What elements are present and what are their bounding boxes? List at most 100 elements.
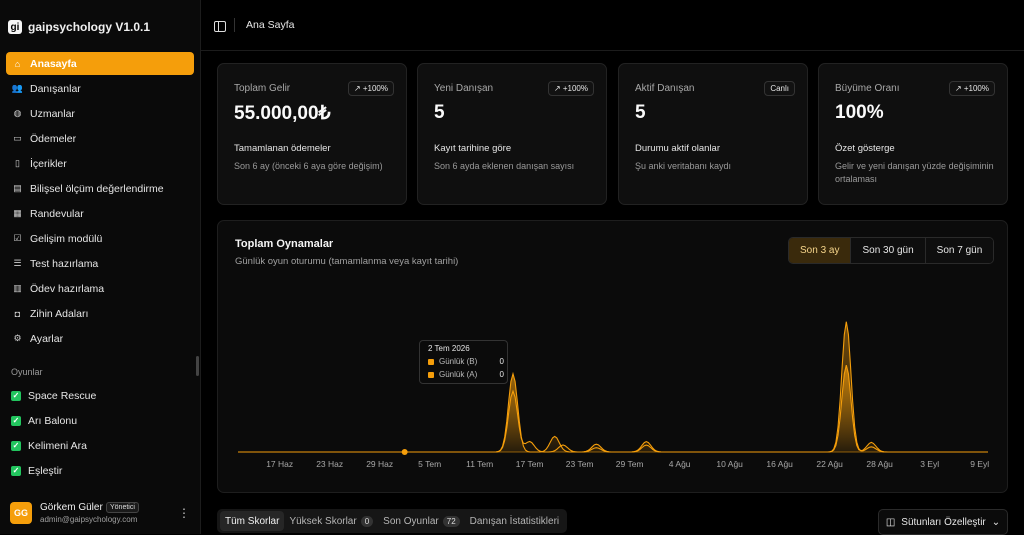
topbar: Ana Sayfa [201, 0, 1024, 51]
sidebar-item-label: Uzmanlar [30, 107, 75, 120]
hover-point[interactable] [401, 449, 408, 455]
tab-label: Yüksek Skorlar [289, 515, 357, 527]
sidebar: gi gaipsychology V1.0.1 ⌂ Anasayfa 👥 Danışa… [0, 0, 201, 534]
tooltip-label: Günlük (A) [439, 370, 478, 379]
stat-value: 5 [635, 102, 646, 123]
stat-description: Kayıt tarihine göre [434, 143, 512, 154]
range-button[interactable]: Son 3 ay [789, 238, 852, 263]
x-tick-label: 11 Tem [466, 459, 493, 469]
tab-label: Tüm Skorlar [225, 515, 280, 527]
tab-score[interactable]: Danışan İstatistikleri [465, 511, 564, 531]
sidebar-item-label: Ödev hazırlama [30, 282, 105, 295]
brand[interactable]: gi gaipsychology V1.0.1 [8, 20, 150, 34]
legend-swatch [428, 358, 434, 365]
sidebar-item-label: Ayarlar [30, 332, 64, 345]
sidebar-item-label: Danışanlar [30, 82, 81, 95]
stat-value: 55.000,00₺ [234, 103, 331, 124]
sidebar-item-ödev-hazırlama[interactable]: ▥ Ödev hazırlama [6, 277, 194, 300]
sidebar-item-ödemeler[interactable]: ▭ Ödemeler [6, 127, 194, 150]
plays-chart: 17 Haz 23 Haz 29 Haz 5 Tem 11 Tem 17 Tem 23 Te… [238, 321, 989, 469]
more-vertical-icon[interactable]: ⋮ [178, 506, 190, 520]
sidebar-item-ayarlar[interactable]: ⚙ Ayarlar [6, 327, 194, 350]
tab-score[interactable]: Son Oyunlar 72 [378, 511, 465, 531]
range-button[interactable]: Son 30 gün [851, 238, 926, 263]
check-icon: ✓ [11, 440, 21, 451]
stat-badge: Canlı [764, 81, 795, 96]
game-label: Eşleştir [28, 464, 63, 477]
sidebar-item-bilişsel-ölçüm-değerlendirme[interactable]: ▤ Bilişsel ölçüm değerlendirme [6, 177, 194, 200]
users-icon: 👥 [11, 83, 24, 93]
user-name: Görkem Güler [40, 502, 103, 513]
sidebar-toggle-icon[interactable] [214, 21, 226, 32]
avatar: GG [10, 502, 32, 524]
chevron-down-icon: ⌄ [991, 516, 1001, 528]
game-item[interactable]: ✓ Kelimeni Ara [6, 434, 194, 457]
home-icon: ⌂ [14, 58, 21, 69]
tab-count-badge: 72 [442, 515, 460, 527]
x-tick-label: 29 Tem [616, 459, 644, 469]
stat-description: Tamamlanan ödemeler [234, 143, 331, 154]
gear-icon: ⚙ [13, 333, 22, 343]
x-tick-label: 5 Tem [418, 459, 441, 469]
stat-card: Aktif Danışan Canlı 5 Durumu aktif olanlar Ş… [618, 63, 808, 205]
user-profile[interactable]: GG Görkem Güler Yönetici admin@gaipsycho… [0, 494, 200, 534]
credit-card-icon: ▭ [13, 133, 22, 143]
columns-icon: ◫ [885, 516, 896, 528]
game-item[interactable]: ✓ Space Rescue [6, 384, 194, 407]
chart-title: Toplam Oynamalar [235, 238, 334, 250]
x-tick-label: 16 Ağu [766, 459, 793, 469]
brand-logo: gi [8, 20, 22, 34]
stat-label: Toplam Gelir [234, 83, 291, 94]
sidebar-item-test-hazırlama[interactable]: ☰ Test hazırlama [6, 252, 194, 275]
sidebar-item-i-çerikler[interactable]: ▯ İçerikler [6, 152, 194, 175]
stat-description: Özet gösterge [835, 143, 895, 154]
chart-tooltip: 2 Tem 2026 Günlük (B) 0 Günlük (A) 0 [419, 340, 508, 384]
clipboard-icon: ▤ [13, 183, 22, 193]
sidebar-item-label: Gelişim modülü [30, 232, 103, 245]
user-role-badge: Yönetici [106, 502, 139, 513]
game-item[interactable]: ✓ Arı Balonu [6, 409, 194, 432]
tab-count-badge: 0 [360, 515, 374, 527]
sidebar-item-anasayfa[interactable]: ⌂ Anasayfa [6, 52, 194, 75]
sidebar-item-gelişim-modülü[interactable]: ☑ Gelişim modülü [6, 227, 194, 250]
sidebar-item-label: Ödemeler [30, 132, 77, 145]
stat-subtext: Şu anki veritabanı kaydı [635, 161, 732, 171]
x-tick-label: 23 Haz [316, 459, 343, 469]
stat-subtext: Son 6 ay (önceki 6 aya göre değişim) [234, 161, 383, 171]
calendar-icon: ▦ [13, 208, 22, 218]
sidebar-item-uzmanlar[interactable]: ◍ Uzmanlar [6, 102, 194, 125]
notebook-icon: ▥ [13, 283, 22, 293]
games-section-label: Oyunlar [11, 367, 43, 377]
series-area-a [238, 365, 988, 452]
stat-card: Toplam Gelir ↗ +100% 55.000,00₺ Tamamlanan … [217, 63, 407, 205]
check-icon: ✓ [11, 390, 21, 401]
plays-chart-panel: 17 Haz 23 Haz 29 Haz 5 Tem 11 Tem 17 Tem 23 Te… [217, 220, 1008, 493]
x-tick-label: 23 Tem [566, 459, 594, 469]
legend-swatch [428, 371, 434, 378]
sidebar-item-danışanlar[interactable]: 👥 Danışanlar [6, 77, 194, 100]
sidebar-scrollbar[interactable] [196, 356, 199, 376]
x-tick-label: 22 Ağu [816, 459, 843, 469]
sidebar-item-label: Anasayfa [30, 57, 77, 70]
tooltip-value: 0 [499, 370, 504, 379]
sidebar-item-zihin-adaları[interactable]: ◘ Zihin Adaları [6, 302, 194, 325]
series-area-b [238, 321, 988, 452]
customize-columns-button[interactable]: ◫ Sütunları Özelleştir ⌄ [878, 509, 1008, 535]
tab-score[interactable]: Yüksek Skorlar 0 [284, 511, 378, 531]
stat-description: Durumu aktif olanlar [635, 143, 721, 154]
x-tick-label: 17 Tem [516, 459, 544, 469]
range-button[interactable]: Son 7 gün [925, 238, 994, 263]
tooltip-date: 2 Tem 2026 [428, 344, 470, 353]
score-tabs: Tüm Skorlar Yüksek Skorlar 0 Son Oyunlar 72 D… [217, 509, 568, 533]
tab-score[interactable]: Tüm Skorlar [220, 511, 285, 531]
tab-label: Son Oyunlar [383, 515, 439, 527]
stat-label: Aktif Danışan [635, 83, 695, 94]
customize-columns-label: Sütunları Özelleştir [901, 516, 986, 528]
topbar-divider [234, 18, 235, 32]
sidebar-item-randevular[interactable]: ▦ Randevular [6, 202, 194, 225]
game-item[interactable]: ✓ Eşleştir [6, 459, 194, 482]
sidebar-item-label: Zihin Adaları [30, 307, 89, 320]
book-icon: ▯ [15, 158, 20, 168]
games-list: ✓ Space Rescue ✓ Arı Balonu ✓ Kelimeni Ara ✓ Eş… [6, 384, 194, 484]
list-icon: ☰ [13, 258, 22, 268]
